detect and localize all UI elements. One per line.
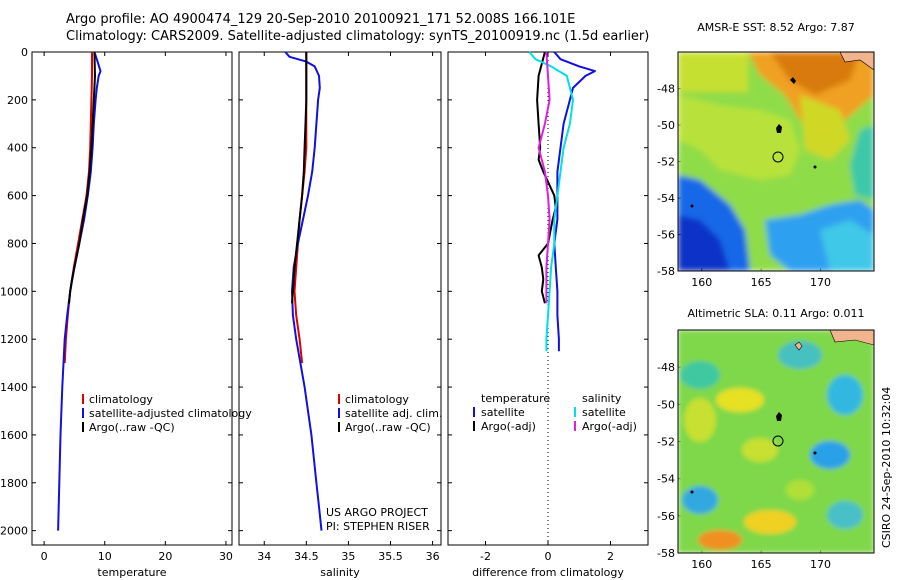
difference-xtick-label: -2	[480, 550, 491, 563]
profile-title: Argo profile: AO 4900474_129 20-Sep-2010…	[66, 12, 576, 27]
salinity-xtick-label: 35	[341, 550, 355, 563]
difference-legend-entry: Argo(-adj)	[481, 420, 536, 433]
difference-axes-frame	[447, 51, 649, 546]
depth-ytick-label: 200	[7, 94, 28, 107]
salinity-series-satellite-adj-clim-	[284, 51, 323, 531]
salinity-xtick-label: 36	[426, 550, 440, 563]
depth-ytick-label: 600	[7, 190, 28, 203]
temperature-axes-frame	[31, 51, 233, 546]
temperature-series-satellite-adjusted-climatology	[57, 51, 102, 531]
sst-lon-label: 160	[691, 276, 712, 289]
sst-lon-label: 165	[751, 276, 772, 289]
temperature-xtick-label: 20	[158, 550, 172, 563]
temperature-series-argo-raw-qc-	[68, 51, 96, 304]
depth-ytick-label: 800	[7, 237, 28, 250]
sla-lat-label: -50	[657, 398, 675, 411]
difference-series-salinity-argo-adj-	[537, 51, 551, 304]
difference-legend-heading: temperature	[481, 392, 550, 405]
difference-series-salinity-satellite	[528, 51, 574, 352]
sst-map-title: AMSR-E SST: 8.52 Argo: 7.87	[697, 21, 855, 34]
temperature-legend-entry: satellite-adjusted climatology	[89, 407, 252, 420]
salinity-xtick-label: 35.5	[378, 550, 403, 563]
salinity-legend-entry: Argo(..raw -QC)	[345, 421, 431, 434]
difference-legend-heading: salinity	[582, 392, 622, 405]
salinity-legend-entry: climatology	[345, 393, 409, 406]
sst-lon-label: 170	[810, 276, 831, 289]
sst-lat-label: -56	[657, 229, 675, 242]
sla-lat-label: -58	[657, 547, 675, 560]
sst-map	[677, 51, 875, 272]
sst-lat-label: -48	[657, 83, 675, 96]
sla-map-title: Altimetric SLA: 0.11 Argo: 0.011	[687, 307, 864, 320]
difference-series-temperature-satellite	[553, 51, 596, 352]
salinity-xtick-label: 34.5	[294, 550, 319, 563]
salinity-axis-label: salinity	[320, 566, 360, 579]
temperature-xtick-label: 10	[98, 550, 112, 563]
salinity-xtick-label: 34	[257, 550, 271, 563]
sla-lon-label: 170	[810, 558, 831, 571]
difference-legend-entry: Argo(-adj)	[582, 420, 637, 433]
temperature-axis-label: temperature	[97, 566, 166, 579]
sst-lat-label: -50	[657, 119, 675, 132]
temperature-series-climatology	[63, 52, 93, 364]
salinity-series-argo-raw-qc-	[291, 52, 308, 304]
difference-legend-entry: satellite	[582, 406, 626, 419]
depth-ytick-label: 1600	[0, 429, 28, 442]
sla-lat-label: -48	[657, 361, 675, 374]
salinity-legend-entry: satellite adj. clim.	[345, 407, 442, 420]
sst-lat-label: -54	[657, 192, 675, 205]
depth-ytick-label: 1000	[0, 285, 28, 298]
project-annotation: US ARGO PROJECT	[326, 506, 428, 519]
difference-xtick-label: 0	[545, 550, 552, 563]
difference-legend-entry: satellite	[481, 406, 525, 419]
temperature-xtick-label: 30	[219, 550, 233, 563]
temperature-legend-entry: Argo(..raw -QC)	[89, 421, 175, 434]
sla-lat-label: -54	[657, 473, 675, 486]
sla-lon-label: 160	[691, 558, 712, 571]
depth-ytick-label: 0	[21, 46, 28, 59]
sla-lat-label: -52	[657, 436, 675, 449]
sla-lat-label: -56	[657, 510, 675, 523]
sst-lat-label: -58	[657, 265, 675, 278]
temperature-xtick-label: 0	[41, 550, 48, 563]
sla-lon-label: 165	[751, 558, 772, 571]
difference-series-temperature-argo-adj-	[536, 51, 557, 304]
salinity-axes-frame	[238, 51, 442, 546]
depth-ytick-label: 1400	[0, 381, 28, 394]
sst-argo-marker	[772, 151, 784, 163]
temperature-legend-entry: climatology	[89, 393, 153, 406]
difference-xtick-label: 2	[607, 550, 614, 563]
pi-annotation: PI: STEPHEN RISER	[326, 520, 430, 533]
sla-map	[677, 329, 875, 554]
depth-ytick-label: 400	[7, 142, 28, 155]
sst-lat-label: -52	[657, 156, 675, 169]
difference-axis-label: difference from climatology	[472, 566, 624, 579]
depth-ytick-label: 1800	[0, 477, 28, 490]
sla-argo-marker	[772, 435, 784, 447]
depth-ytick-label: 2000	[0, 525, 28, 538]
climatology-title: Climatology: CARS2009. Satellite-adjuste…	[66, 29, 650, 44]
depth-ytick-label: 1200	[0, 333, 28, 346]
